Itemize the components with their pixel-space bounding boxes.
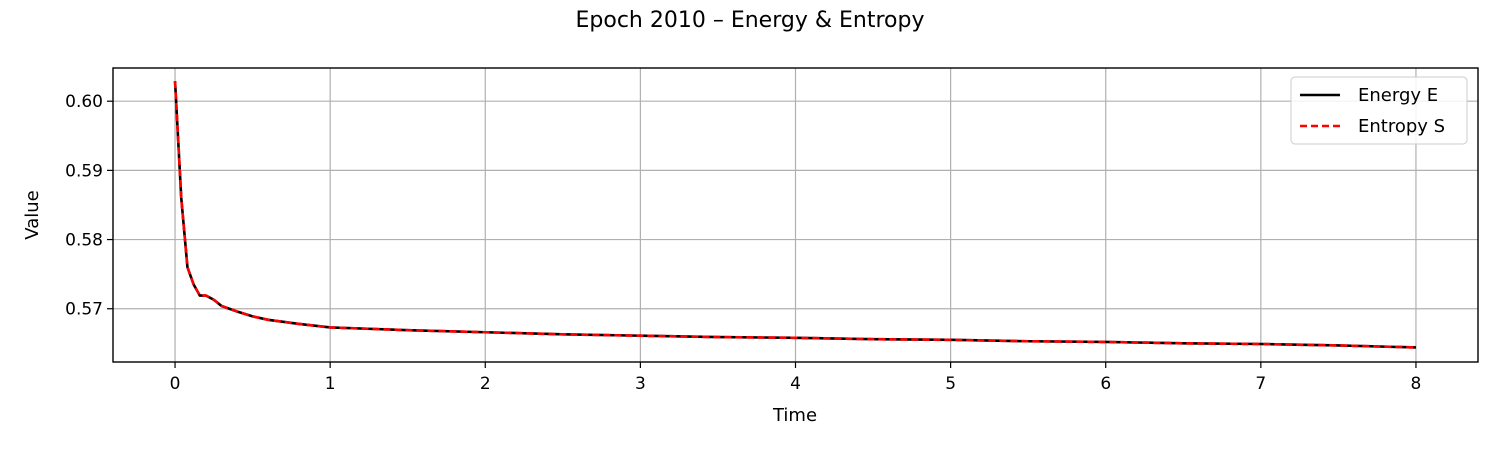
y-axis-label: Value — [22, 190, 43, 239]
grid — [113, 68, 1478, 362]
x-tick-label: 8 — [1411, 374, 1422, 394]
legend: Energy E Entropy S — [1290, 76, 1468, 145]
legend-box — [1290, 76, 1468, 145]
x-tick-label: 2 — [480, 374, 491, 394]
x-tick-label: 3 — [635, 374, 646, 394]
legend-label-energy: Energy E — [1358, 85, 1438, 106]
series-line-entropy — [173, 81, 1416, 349]
x-axis-label: Time — [772, 405, 817, 426]
x-tick-label: 5 — [945, 374, 956, 394]
y-tick-label: 0.57 — [65, 300, 103, 320]
y-axis-ticks: 0.57 0.58 0.59 0.60 — [65, 92, 113, 320]
x-tick-label: 6 — [1100, 374, 1111, 394]
y-tick-label: 0.60 — [65, 92, 103, 112]
series-lines — [173, 81, 1416, 349]
legend-label-entropy: Entropy S — [1358, 116, 1445, 137]
x-tick-label: 4 — [790, 374, 801, 394]
x-axis-ticks: 0 1 2 3 4 5 6 7 8 — [170, 362, 1422, 394]
y-tick-label: 0.58 — [65, 231, 103, 251]
x-tick-label: 1 — [325, 374, 336, 394]
chart-title: Epoch 2010 – Energy & Entropy — [576, 8, 925, 33]
x-tick-label: 7 — [1255, 374, 1266, 394]
x-tick-label: 0 — [170, 374, 181, 394]
y-tick-label: 0.59 — [65, 161, 103, 181]
